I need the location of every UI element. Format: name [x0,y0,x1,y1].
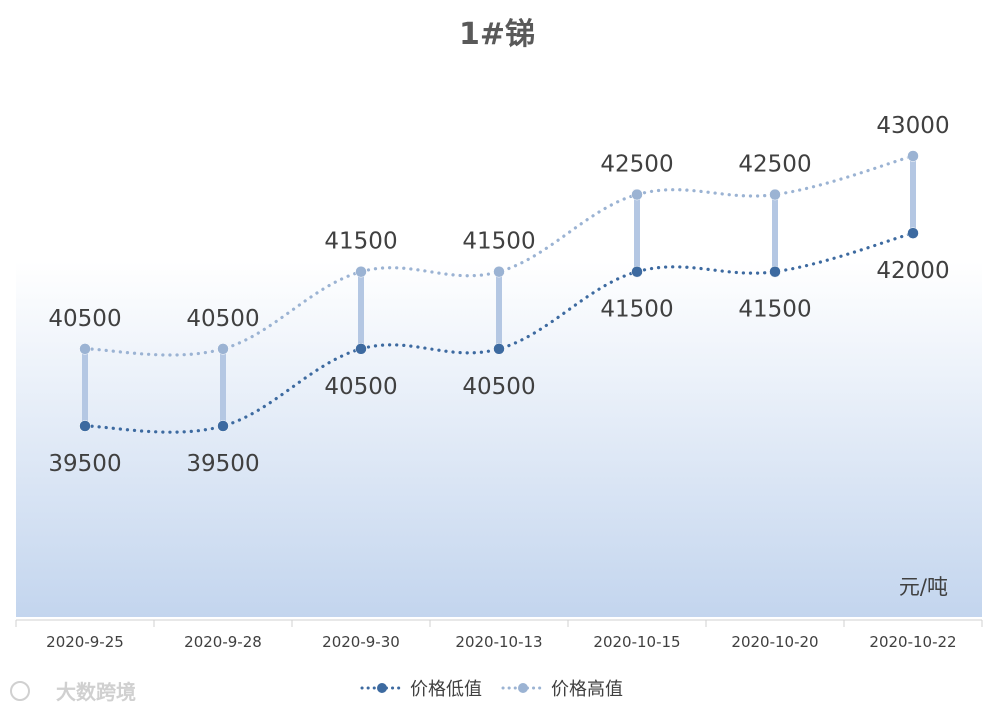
low-data-label: 41500 [600,297,673,323]
high-data-label: 42500 [738,152,811,178]
watermark-text: 大数跨境 [56,680,136,704]
low-point [493,343,505,355]
high-low-lines [82,156,916,426]
high-data-label: 41500 [462,229,535,255]
x-tick-label: 2020-10-20 [731,633,818,651]
high-point [355,265,367,278]
legend-low-marker [377,683,387,693]
high-point [493,265,505,278]
low-point [769,265,781,278]
legend-item-high: 价格高值 [501,679,623,700]
low-data-label: 40500 [324,374,397,400]
low-data-label: 42000 [876,258,949,284]
legend: 价格低值 价格高值 [360,679,623,700]
x-tick-label: 2020-9-30 [322,633,400,651]
high-data-label: 40500 [48,306,121,332]
high-data-label: 41500 [324,229,397,255]
high-data-label: 40500 [186,306,259,332]
high-point [79,343,91,355]
high-point [907,150,919,162]
legend-low-label: 价格低值 [410,679,482,700]
x-axis: 2020-9-25 2020-9-28 2020-9-30 2020-10-13 202… [15,619,983,651]
x-tick-label: 2020-10-22 [869,633,956,651]
low-data-label: 41500 [738,297,811,323]
low-data-label: 39500 [186,451,259,477]
legend-item-low: 价格低值 [360,679,482,700]
unit-label: 元/吨 [899,575,948,599]
high-data-label: 42500 [600,152,673,178]
low-point [217,420,229,432]
x-tick-label: 2020-9-28 [184,633,262,651]
x-tick-label: 2020-10-15 [593,633,680,651]
low-point [907,227,919,239]
high-data-label: 43000 [876,113,949,139]
series-markers [79,150,919,432]
chart-title: 1#锑 [459,17,535,52]
x-tick-label: 2020-10-13 [455,633,542,651]
low-point [631,265,643,278]
low-point [79,420,91,432]
data-labels: 39500 39500 40500 40500 41500 41500 42000 40500… [48,113,949,477]
watermark: 大数跨境 [10,680,136,704]
low-point [355,343,367,355]
legend-high-label: 价格高值 [551,679,623,700]
low-data-label: 39500 [48,451,121,477]
high-point [631,188,643,201]
low-data-label: 40500 [462,374,535,400]
x-tick-label: 2020-9-25 [46,633,124,651]
watermark-logo-icon [10,681,30,701]
legend-high-marker [518,683,528,693]
high-point [217,343,229,355]
high-point [769,188,781,201]
